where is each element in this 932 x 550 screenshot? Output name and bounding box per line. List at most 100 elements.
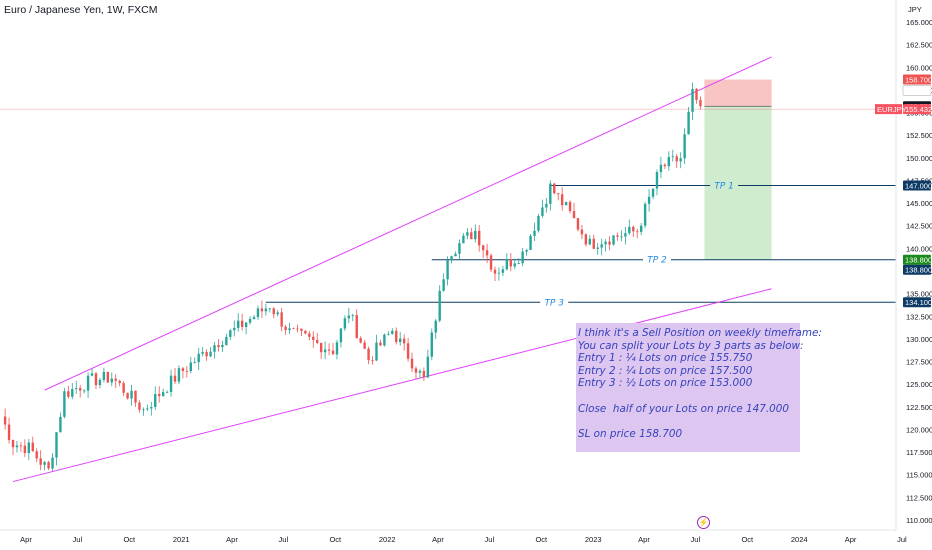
time-tick-label: Jul (73, 535, 83, 544)
candle (130, 384, 133, 406)
candle-body (651, 188, 655, 197)
candle-body (110, 378, 113, 383)
price-tag: 134.100 (903, 297, 932, 308)
candle-body (470, 232, 473, 240)
candle-body (406, 343, 410, 359)
note-line: You can split your Lots by 3 parts as be… (578, 339, 804, 352)
candle (15, 440, 19, 453)
price-tick-label: 110.000 (906, 516, 932, 525)
time-tick-label: Jul (485, 535, 495, 544)
candle-body (134, 390, 137, 403)
price-tag: 138.800 (903, 254, 932, 265)
candle (521, 247, 524, 267)
candle-body (296, 328, 299, 330)
price-tick-label: 140.000 (906, 244, 932, 253)
candle (584, 233, 588, 247)
tp-label: TP 2 (647, 256, 667, 266)
candle (647, 189, 651, 212)
candle (248, 316, 252, 325)
price-tick-label: 135.000 (906, 290, 932, 299)
candle-body (671, 156, 674, 158)
candle (505, 253, 509, 271)
candle (568, 200, 572, 214)
candle-body (572, 211, 576, 219)
candle (11, 439, 15, 456)
candle-body (205, 352, 208, 357)
candle-body (173, 375, 177, 382)
candle (651, 188, 655, 200)
candle (529, 233, 532, 250)
candle (430, 328, 433, 361)
candle (367, 346, 370, 365)
candle-body (422, 370, 426, 378)
candle (55, 432, 58, 466)
candle (478, 225, 481, 252)
candle (517, 258, 520, 265)
candle-body (347, 315, 351, 319)
candle (146, 404, 149, 412)
candle (118, 379, 121, 387)
candle (636, 228, 639, 239)
candle (327, 343, 331, 356)
candle-body (410, 358, 414, 369)
candle-body (446, 260, 449, 280)
symbol-tag-label: EURJPY (877, 105, 907, 114)
candle (292, 327, 295, 330)
candle-body (3, 416, 7, 425)
candle (379, 339, 382, 347)
candle-body (292, 328, 295, 330)
candle (466, 228, 469, 240)
price-tick-label: 130.000 (906, 335, 932, 344)
candle-body (75, 388, 78, 389)
candle (240, 313, 244, 331)
candle-body (525, 249, 528, 252)
candle-body (312, 336, 315, 341)
note-line (578, 390, 798, 403)
lightning-icon[interactable]: ⚡ (697, 516, 710, 529)
candle (481, 244, 485, 259)
candle (157, 386, 161, 403)
candle (624, 226, 627, 245)
candle-body (213, 345, 216, 352)
note-line: Close half of your Lots on price 147.000 (578, 402, 790, 415)
candle-body (545, 203, 548, 208)
candle-body (426, 356, 430, 378)
candle-body (165, 391, 169, 393)
candle-body (51, 457, 54, 469)
candle (549, 180, 552, 211)
candle-body (513, 263, 516, 267)
candle-body (177, 368, 181, 382)
candle (209, 347, 212, 358)
candle (541, 199, 544, 218)
candle (150, 401, 153, 416)
candle (71, 382, 74, 400)
candle (193, 357, 196, 364)
candle-body (193, 362, 196, 364)
candle-body (557, 193, 560, 195)
tp-levels: TP 1 TP 2 TP 3 (265, 179, 896, 309)
candle (371, 355, 374, 365)
price-tag-value: 155.432 (905, 105, 932, 114)
candle-body (35, 451, 38, 459)
channel-upper-line (44, 56, 772, 391)
candle (545, 197, 548, 213)
candle (402, 334, 406, 351)
candle-body (639, 225, 643, 232)
candle-body (63, 391, 66, 417)
candle (564, 201, 568, 206)
candle-body (300, 328, 303, 331)
candle (280, 308, 283, 332)
candle-body (335, 342, 339, 355)
candle (300, 328, 303, 336)
candle (90, 368, 94, 377)
time-tick-label: Jul (897, 535, 907, 544)
note-line: Entry 3 : ½ Lots on price 153.000 (578, 377, 753, 390)
channel-lower-line (12, 288, 772, 483)
candle-body (632, 226, 635, 232)
candle-body (695, 88, 698, 100)
candle-body (343, 318, 347, 329)
candle-body (169, 375, 173, 392)
candle (205, 349, 208, 361)
candle-body (687, 111, 690, 135)
